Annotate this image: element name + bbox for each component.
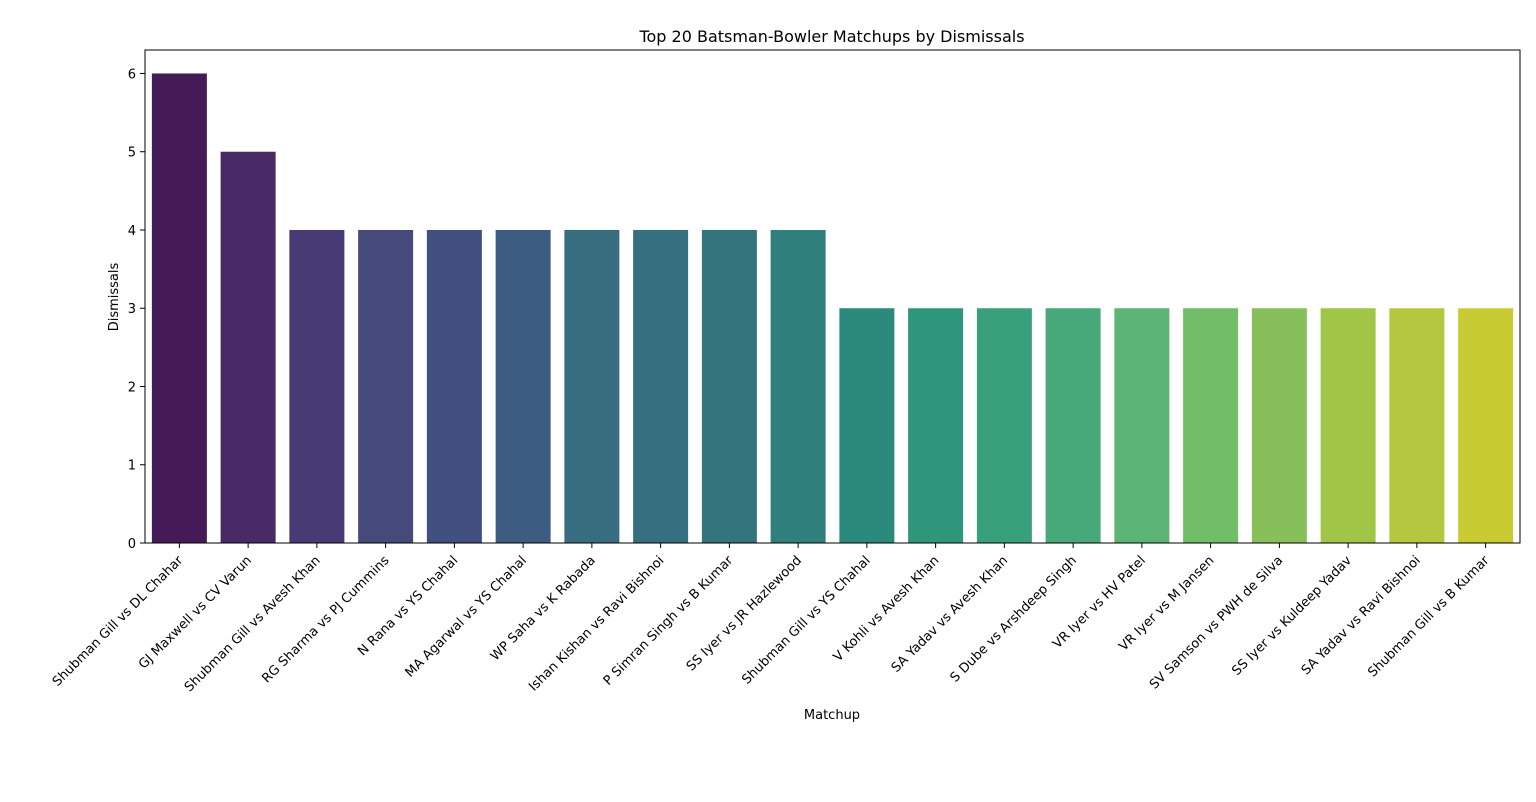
plot-frame bbox=[144, 49, 1521, 544]
y-tick-label: 2 bbox=[128, 380, 136, 395]
bar-16 bbox=[1183, 308, 1239, 543]
bar-15 bbox=[1114, 308, 1170, 543]
y-tick-label: 6 bbox=[128, 67, 136, 82]
bar-19 bbox=[1389, 308, 1445, 543]
x-tick-label: S Dube vs Arshdeep Singh bbox=[948, 553, 1080, 685]
bars-group bbox=[151, 73, 1514, 543]
bar-9 bbox=[701, 229, 757, 543]
y-tick-label: 4 bbox=[128, 224, 136, 239]
x-tick-label: SS Iyer vs JR Hazlewood bbox=[684, 553, 805, 674]
x-tick-label: P Simran Singh vs B Kumar bbox=[601, 553, 737, 689]
bar-1 bbox=[151, 73, 207, 543]
y-axis-label: Dismissals bbox=[107, 262, 122, 331]
bar-5 bbox=[426, 229, 482, 543]
y-tick-label: 1 bbox=[128, 459, 136, 474]
x-tick-label: GJ Maxwell vs CV Varun bbox=[136, 553, 255, 672]
x-tick-label: SA Yadav vs Ravi Bishnoi bbox=[1299, 553, 1424, 678]
x-tick-label: SA Yadav vs Avesh Khan bbox=[889, 553, 1011, 675]
x-tick-label: SS Iyer vs Kuldeep Yadav bbox=[1229, 553, 1355, 679]
bar-4 bbox=[358, 229, 414, 543]
bar-3 bbox=[289, 229, 345, 543]
x-tick-label: Ishan Kishan vs Ravi Bishnoi bbox=[526, 553, 667, 694]
x-tick-label: Shubman Gill vs Avesh Khan bbox=[182, 553, 324, 695]
chart-title: Top 20 Batsman-Bowler Matchups by Dismis… bbox=[638, 27, 1024, 46]
bar-17 bbox=[1251, 308, 1307, 543]
bar-7 bbox=[564, 229, 620, 543]
bar-2 bbox=[220, 151, 276, 543]
bar-13 bbox=[976, 308, 1032, 543]
y-axis: 0 1 2 3 4 5 6 bbox=[128, 67, 145, 552]
x-tick-label: Shubman Gill vs YS Chahal bbox=[739, 553, 873, 687]
x-tick-label: RG Sharma vs PJ Cummins bbox=[259, 553, 392, 686]
y-tick-label: 3 bbox=[128, 302, 136, 317]
x-axis-label: Matchup bbox=[804, 708, 860, 723]
bar-20 bbox=[1458, 308, 1514, 543]
x-tick-label: SV Samson vs PWH de Silva bbox=[1147, 553, 1286, 692]
x-tick-label: Shubman Gill vs B Kumar bbox=[1365, 553, 1493, 681]
bar-10 bbox=[770, 229, 826, 543]
bar-8 bbox=[633, 229, 689, 543]
bar-11 bbox=[839, 308, 895, 543]
bar-6 bbox=[495, 229, 551, 543]
bar-14 bbox=[1045, 308, 1101, 543]
x-tick-label: MA Agarwal vs YS Chahal bbox=[403, 553, 530, 680]
x-tick-label: Shubman Gill vs DL Chahar bbox=[50, 553, 187, 690]
bar-12 bbox=[908, 308, 964, 543]
y-tick-label: 5 bbox=[128, 146, 136, 161]
bar-18 bbox=[1320, 308, 1376, 543]
y-tick-label: 0 bbox=[128, 537, 136, 552]
